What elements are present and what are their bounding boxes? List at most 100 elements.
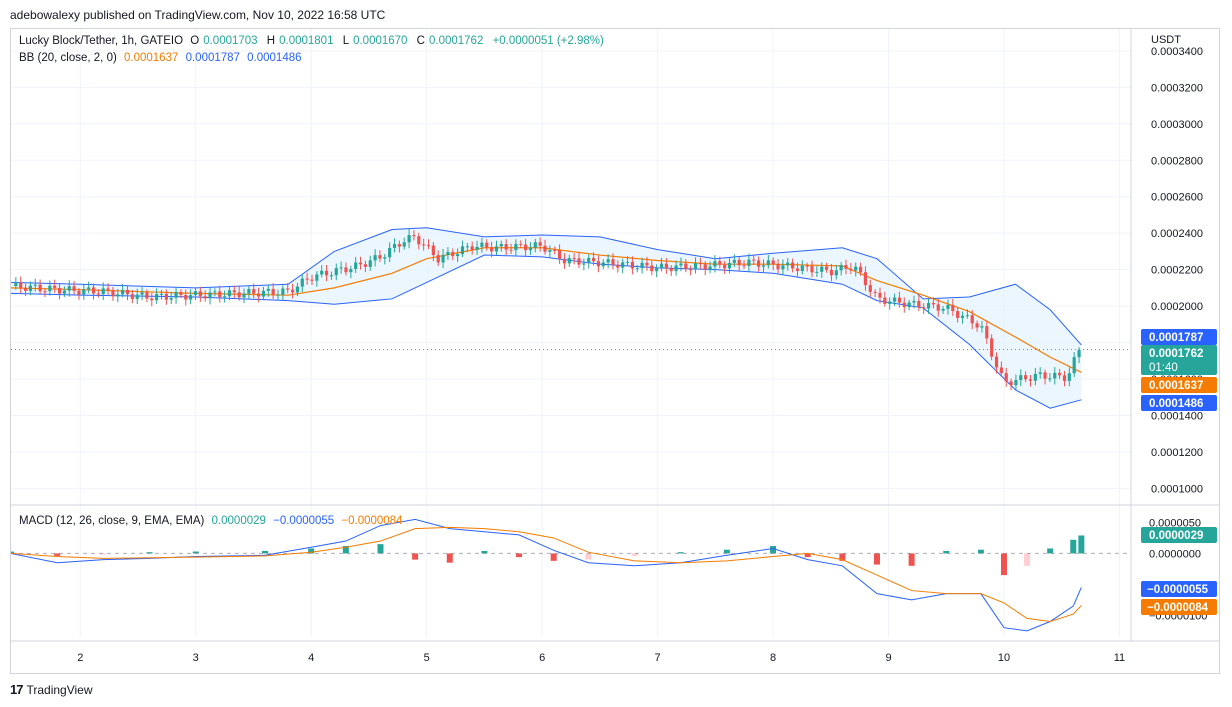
candle-body [863, 272, 868, 286]
candle-body [436, 255, 440, 263]
candle-body [242, 293, 246, 298]
candle-body [703, 264, 707, 270]
candle-body [844, 265, 848, 269]
time-tick-label: 7 [655, 652, 661, 664]
macd-line [11, 518, 1082, 632]
close-label: C [416, 35, 425, 47]
candle-body [582, 263, 586, 265]
candle-body [227, 290, 232, 297]
candle-body [271, 288, 275, 295]
price-tick-label: 0.0002800 [1151, 155, 1203, 167]
price-axis-unit: USDT [1151, 34, 1181, 46]
candle-body [368, 260, 372, 267]
candle-body [354, 262, 358, 270]
candle-body [305, 278, 309, 280]
candle-body [757, 260, 761, 267]
candle-body [1009, 381, 1013, 386]
candle-body [659, 263, 664, 269]
bb-lower-tag: 0.0001486 [1149, 398, 1203, 410]
candle-body [591, 257, 596, 262]
candle-body [693, 263, 698, 270]
candle-body [392, 244, 397, 248]
candle-body [290, 289, 295, 293]
macd-histogram-bar [1000, 553, 1007, 576]
price-tick-label: 0.0001200 [1151, 447, 1203, 459]
candle-body [504, 244, 508, 250]
open-label: O [190, 35, 200, 47]
candle-body [960, 315, 965, 318]
price-tick-label: 0.0002600 [1151, 192, 1203, 204]
candle-body [625, 261, 630, 263]
macd-hist-value: 0.0000029 [211, 515, 266, 527]
candle-body [776, 264, 780, 270]
bb-upper-tag: 0.0001787 [1149, 332, 1203, 344]
candle-body [1062, 375, 1067, 381]
candle-body [781, 265, 785, 270]
candle-body [456, 254, 460, 257]
macd-histogram-bar [377, 544, 384, 554]
candle-body [999, 367, 1003, 374]
candle-body [1048, 378, 1052, 380]
candle-body [766, 260, 770, 266]
candle-body [184, 294, 188, 300]
time-tick-label: 2 [77, 652, 83, 664]
current-price-tag-bg [1141, 345, 1217, 375]
tradingview-logo-icon: 17 [10, 682, 24, 697]
candle-body [43, 291, 47, 293]
macd-histogram-bar [631, 553, 638, 556]
macd-legend[interactable]: MACD (12, 26, close, 9, EMA, EMA) 0.0000… [19, 515, 406, 527]
macd-hist-tag-bg [1141, 527, 1217, 543]
candle-body [820, 266, 824, 272]
candle-body [82, 289, 86, 295]
candle-body [761, 265, 766, 267]
candle-body [839, 265, 843, 271]
candle-body [378, 255, 382, 259]
candle-body [155, 294, 159, 301]
macd-histogram-bar [804, 553, 811, 558]
bb-lower-line [11, 254, 1082, 409]
candle-body [334, 268, 338, 276]
footer-brand[interactable]: 17 TradingView [10, 682, 93, 697]
candle-body [805, 265, 809, 267]
candle-body [130, 294, 134, 299]
candle-body [179, 292, 183, 295]
candle-body [883, 297, 887, 304]
candle-body [868, 285, 872, 292]
candle-body [38, 284, 42, 292]
bb-legend[interactable]: BB (20, close, 2, 0) 0.0001637 0.0001787… [19, 52, 306, 64]
candle-body [708, 266, 712, 270]
candle-body [892, 297, 897, 302]
time-tick-label: 6 [539, 652, 545, 664]
candle-body [344, 267, 348, 273]
candle-body [1019, 375, 1023, 380]
candle-body [664, 263, 668, 269]
candle-body [1024, 375, 1028, 380]
candle-body [601, 262, 605, 267]
candle-body [470, 246, 474, 251]
candle-body [499, 244, 503, 247]
candle-body [19, 282, 23, 288]
macd-histogram-bar [1047, 548, 1054, 554]
candle-body [557, 250, 562, 259]
candle-body [203, 296, 207, 299]
candle-body [1028, 379, 1033, 381]
candle-body [62, 290, 67, 294]
candle-body [931, 303, 935, 305]
candle-body [237, 292, 241, 298]
symbol-label[interactable]: Lucky Block/Tether, 1h, GATEIO [19, 35, 184, 47]
time-tick-label: 5 [424, 652, 430, 664]
macd-tick-label: 0.0000000 [1149, 548, 1201, 560]
candle-body [917, 300, 921, 308]
candle-body [684, 263, 688, 270]
candle-body [902, 302, 906, 308]
candle-body [611, 259, 615, 265]
candle-body [106, 288, 110, 290]
candle-body [800, 265, 804, 272]
time-tick-label: 11 [1114, 652, 1125, 664]
macd-label: MACD (12, 26, close, 9, EMA, EMA) [19, 515, 205, 527]
macd-histogram-bar [100, 553, 107, 555]
candle-body [985, 326, 989, 339]
candle-body [990, 338, 994, 357]
candle-body [48, 285, 52, 292]
